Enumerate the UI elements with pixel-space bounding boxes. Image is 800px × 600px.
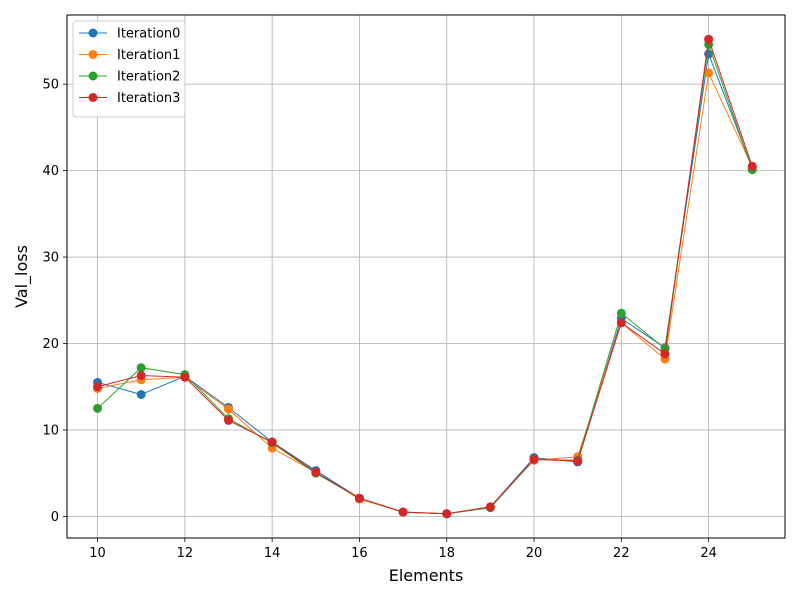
legend-label: Iteration2 <box>117 70 180 85</box>
data-point <box>354 493 364 503</box>
data-point <box>704 68 714 78</box>
legend-entry: Iteration0 <box>79 27 180 42</box>
x-tick-label: 24 <box>700 546 717 561</box>
data-point <box>660 349 670 359</box>
legend-entry: Iteration1 <box>79 48 180 63</box>
data-point <box>93 403 103 413</box>
y-tick-label: 50 <box>42 78 59 93</box>
x-tick-label: 22 <box>613 546 630 561</box>
data-point <box>616 308 626 318</box>
x-axis-title: Elements <box>389 566 464 585</box>
x-tick-label: 16 <box>351 546 368 561</box>
grid-lines <box>67 15 785 538</box>
data-point <box>93 382 103 392</box>
plot-frame <box>66 14 786 539</box>
legend-marker <box>88 28 98 38</box>
legend-marker <box>88 93 98 102</box>
data-point <box>442 509 452 519</box>
legend-label: Iteration0 <box>117 27 180 42</box>
series-line <box>97 51 753 515</box>
data-point <box>136 389 146 399</box>
x-tick-label: 18 <box>438 546 455 561</box>
legend-box <box>72 20 186 118</box>
data-point <box>529 454 539 464</box>
data-point <box>485 502 495 512</box>
data-point <box>223 404 233 414</box>
y-tick-label: 10 <box>42 423 59 438</box>
y-tick-label: 20 <box>42 337 59 352</box>
series-Iteration3 <box>93 34 757 519</box>
y-tick-label: 0 <box>51 510 59 525</box>
legend-entry: Iteration3 <box>79 91 180 106</box>
data-point <box>223 415 233 425</box>
series-Iteration0 <box>93 49 757 519</box>
data-point <box>573 456 583 466</box>
legend-marker <box>88 50 98 59</box>
series-line <box>97 71 753 515</box>
x-tick-label: 10 <box>89 546 106 561</box>
series-Iteration1 <box>93 68 757 519</box>
series-line <box>97 44 753 515</box>
legend: Iteration0 Iteration1 Iteration2 Iteration3 <box>72 20 186 118</box>
x-tick-label: 20 <box>526 546 543 561</box>
legend-marker <box>88 71 98 81</box>
x-tick-label: 14 <box>264 546 281 561</box>
series-Iteration2 <box>93 39 757 519</box>
legend-entry: Iteration2 <box>79 70 180 85</box>
data-point <box>180 372 190 382</box>
data-point <box>311 467 321 477</box>
axis-ticks: 10 12 14 16 18 20 22 24 0 10 20 30 40 50 <box>42 78 716 561</box>
data-point <box>267 437 277 447</box>
legend-label: Iteration1 <box>117 48 180 63</box>
y-axis-title: Val_loss <box>12 245 32 308</box>
data-series <box>93 34 757 519</box>
data-point <box>398 507 408 517</box>
data-point <box>136 370 146 380</box>
legend-label: Iteration3 <box>117 91 180 106</box>
x-tick-label: 12 <box>177 546 194 561</box>
data-point <box>136 363 146 373</box>
data-point <box>616 318 626 328</box>
series-line <box>97 39 753 515</box>
y-tick-label: 40 <box>42 164 59 179</box>
data-point <box>704 34 714 44</box>
data-point <box>747 161 757 171</box>
y-tick-label: 30 <box>42 251 59 266</box>
